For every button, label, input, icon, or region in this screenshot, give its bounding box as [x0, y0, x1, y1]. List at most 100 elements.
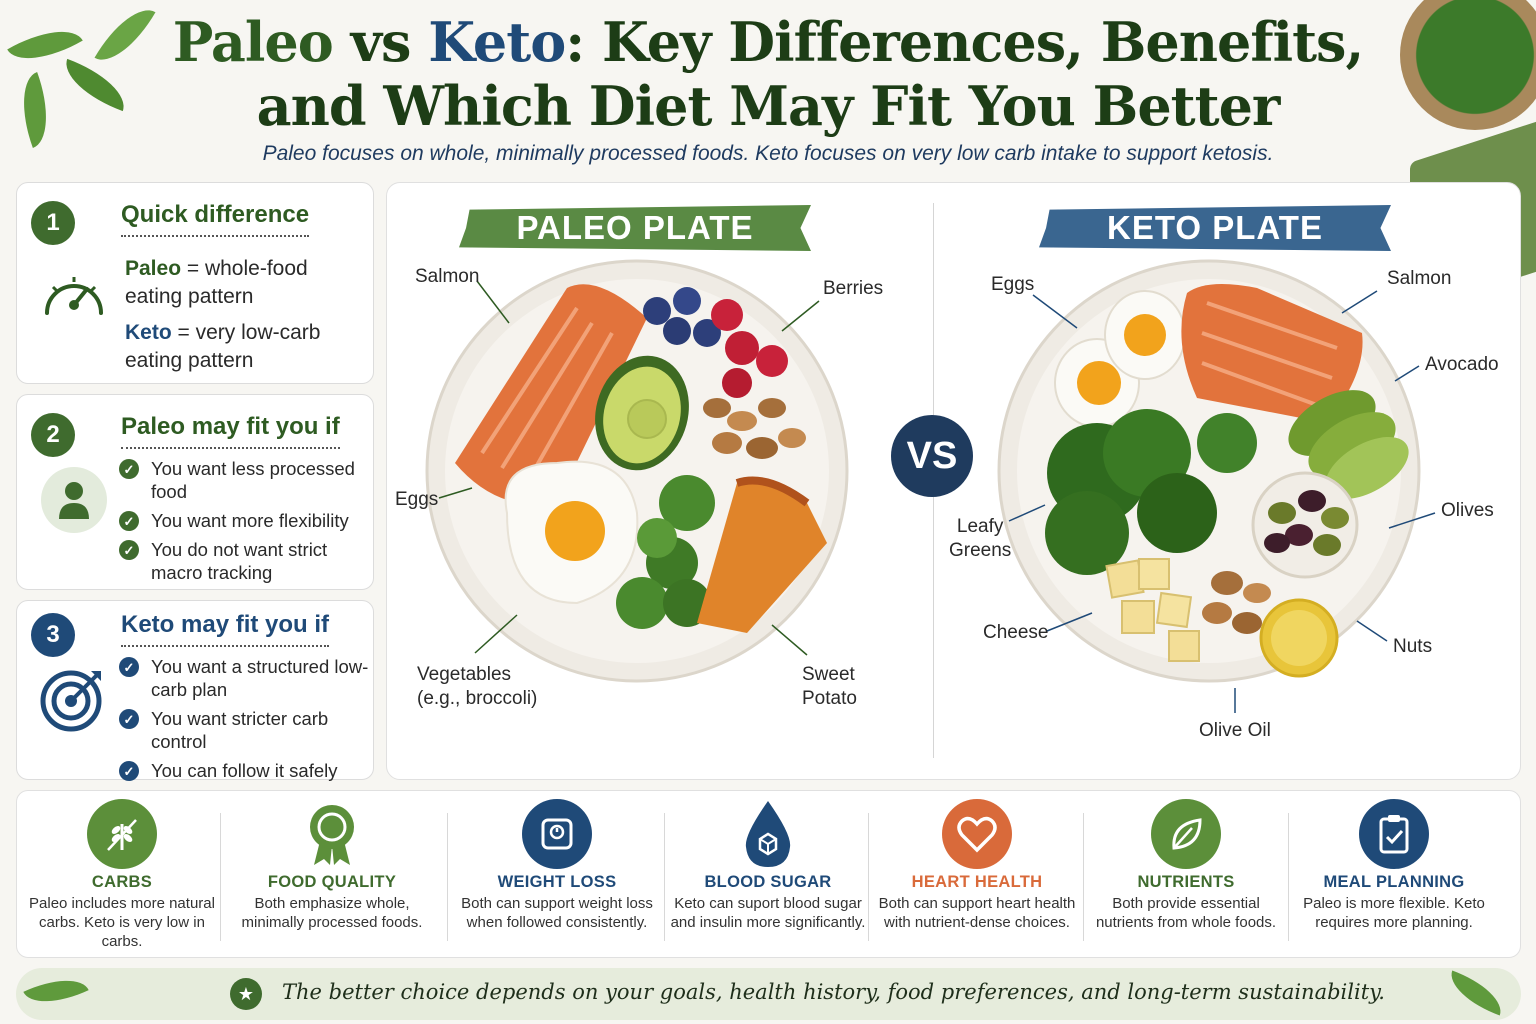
keto-olives — [1251, 471, 1359, 579]
paleo-egg — [504, 460, 639, 605]
paleo-fit-card: 2 Paleo may fit you if ✓ You want less pr… — [16, 394, 374, 590]
paleo-avocado — [595, 355, 689, 471]
benefit-carbs: CARBS Paleo includes more natural carbs.… — [17, 791, 227, 959]
keto-leafy-greens — [1045, 409, 1257, 575]
keto-def: = very low-carb eating pattern — [125, 321, 321, 372]
label-paleo-vegetables-line1: Vegetables — [417, 664, 512, 685]
keto-term: Keto — [125, 321, 172, 344]
footer-text: The better choice depends on your goals,… — [282, 980, 1385, 1004]
benefit-text: Paleo is more flexible. Keto requires mo… — [1303, 895, 1485, 931]
paleo-nuts — [703, 398, 806, 459]
benefit-text: Both emphasize whole, minimally processe… — [241, 895, 423, 931]
person-icon — [41, 467, 107, 533]
benefit-text: Both provide essential nutrients from wh… — [1095, 895, 1277, 931]
benefit-separator — [868, 813, 869, 941]
list-item: ✓ You do not want strict macro tracking — [119, 538, 373, 584]
step-number-3: 3 — [31, 613, 75, 657]
label-paleo-sweet-potato: Sweet Potato — [802, 663, 857, 711]
list-item-text: You want stricter carb control — [151, 708, 329, 752]
plates-comparison-panel: PALEO PLATE KETO PLATE — [386, 182, 1521, 780]
paleo-berries — [643, 287, 788, 398]
benefit-title: FOOD QUALITY — [267, 873, 397, 891]
keto-definition: Keto = very low-carb eating pattern — [125, 319, 365, 375]
list-item-text: You want more flexibility — [151, 510, 349, 531]
wheat-icon — [87, 799, 157, 869]
benefit-text: Both can support heart health with nutri… — [878, 895, 1076, 931]
benefit-separator — [664, 813, 665, 941]
label-paleo-berries: Berries — [823, 278, 884, 299]
benefit-title: WEIGHT LOSS — [497, 873, 617, 891]
list-item-text: You want a structured low-carb plan — [151, 656, 369, 700]
list-item: ✓ You want less processed food — [119, 457, 373, 503]
list-item: ✓ You want a structured low-carb plan — [119, 655, 373, 701]
benefit-text: Both can support weight loss when follow… — [461, 895, 653, 931]
step-number-1: 1 — [31, 201, 75, 245]
check-icon: ✓ — [119, 540, 139, 560]
label-keto-leafy-line2: Greens — [949, 540, 1012, 561]
label-keto-eggs: Eggs — [991, 274, 1035, 295]
check-icon: ✓ — [119, 459, 139, 479]
page-subtitle: Paleo focuses on whole, minimally proces… — [262, 142, 1274, 165]
keto-olive-oil — [1259, 598, 1339, 678]
list-item: ✓ You want stricter carb control — [119, 707, 373, 753]
leaf-icon — [1151, 799, 1221, 869]
keto-fit-card: 3 Keto may fit you if ✓ You want a struct… — [16, 600, 374, 781]
label-keto-olives: Olives — [1441, 500, 1494, 521]
label-keto-cheese: Cheese — [983, 622, 1049, 643]
vs-badge: VS — [891, 415, 973, 497]
check-icon: ✓ — [119, 511, 139, 531]
label-paleo-sweet-potato-line2: Potato — [802, 688, 857, 709]
title-keto: Keto — [428, 10, 566, 74]
benefit-text: Keto can suport blood sugar and insulin … — [670, 895, 866, 931]
keto-plate-banner: KETO PLATE — [1039, 205, 1391, 251]
paleo-definition: Paleo = whole-food eating pattern — [125, 255, 365, 311]
scale-icon — [522, 799, 592, 869]
benefit-text: Paleo includes more natural carbs. Keto … — [29, 895, 215, 950]
list-item: ✓ You want more flexibility — [119, 509, 373, 532]
benefit-nutrients: NUTRIENTS Both provide essential nutrien… — [1081, 791, 1291, 959]
benefit-separator — [447, 813, 448, 941]
benefit-meal-planning: MEAL PLANNING Paleo is more flexible. Ke… — [1289, 791, 1499, 959]
keto-nuts — [1202, 571, 1271, 634]
paleo-fit-list: ✓ You want less processed food ✓ You want … — [119, 457, 373, 590]
label-paleo-vegetables-line2: (e.g., broccoli) — [417, 688, 538, 709]
target-icon — [40, 670, 102, 732]
quick-difference-title: Quick difference — [121, 201, 310, 237]
page-title: Paleo vs Keto: Key Differences, Benefits… — [0, 10, 1536, 138]
keto-plate-image — [997, 259, 1421, 683]
list-item-text: You do not want strict macro tracking — [151, 539, 328, 583]
list-item: ✓ You can follow it safely — [119, 759, 373, 782]
label-keto-leafy-greens: Leafy Greens — [949, 515, 1011, 563]
benefit-weight-loss: WEIGHT LOSS Both can support weight loss… — [452, 791, 662, 959]
benefit-title: CARBS — [91, 873, 153, 891]
benefit-blood-sugar: BLOOD SUGAR Keto can suport blood sugar … — [663, 791, 873, 959]
benefit-food-quality: FOOD QUALITY Both emphasize whole, minim… — [227, 791, 437, 959]
benefit-separator — [1288, 813, 1289, 941]
label-paleo-salmon: Salmon — [415, 266, 480, 287]
spinach-bowl-image — [1400, 0, 1536, 130]
keto-eggs — [1054, 290, 1186, 428]
star-icon: ★ — [230, 978, 262, 1010]
title-vs: vs — [332, 10, 429, 74]
paleo-term: Paleo — [125, 257, 182, 280]
paleo-salmon — [455, 284, 647, 505]
speedometer-icon — [45, 277, 103, 315]
check-icon: ✓ — [119, 709, 139, 729]
plates-illustration — [425, 259, 1436, 713]
step-number-2: 2 — [31, 413, 75, 457]
paleo-plate-image — [425, 259, 1436, 713]
footer-banner: ★ The better choice depends on your goal… — [16, 966, 1521, 1020]
list-item-text: You want less processed food — [151, 458, 355, 502]
benefit-title: BLOOD SUGAR — [704, 873, 832, 891]
benefit-separator — [1083, 813, 1084, 941]
list-item-text: You can follow it safely — [151, 760, 338, 781]
benefit-title: HEART HEALTH — [911, 873, 1043, 891]
keto-salmon — [1181, 284, 1363, 423]
paleo-plate-banner: PALEO PLATE — [459, 205, 811, 251]
drop-icon — [733, 799, 803, 869]
paleo-broccoli — [616, 475, 715, 629]
keto-fit-list: ✓ You want a structured low-carb plan ✓ Yo… — [119, 655, 373, 788]
label-paleo-sweet-potato-line1: Sweet — [802, 664, 855, 685]
label-keto-nuts: Nuts — [1393, 636, 1433, 657]
benefit-title: MEAL PLANNING — [1323, 873, 1465, 891]
